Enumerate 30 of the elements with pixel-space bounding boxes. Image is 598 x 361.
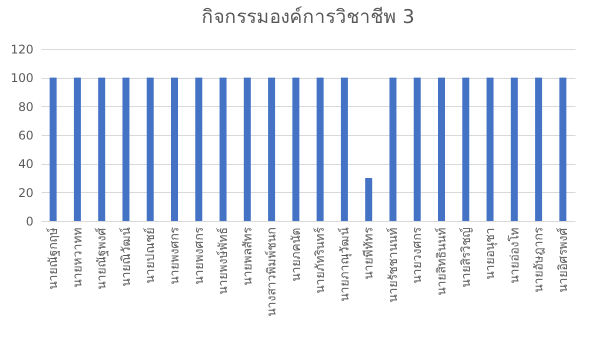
x-tick-label: นายพงษ์พัทธ์ [216, 228, 230, 294]
x-tick-label: นายณิวัฒน์ [118, 228, 133, 286]
x-tick-label: นายสิทธินนท์ [434, 228, 448, 296]
x-tick-label: นายปณชย์ [143, 228, 158, 284]
x-tick-label: นายพงศกร [192, 226, 206, 284]
x-tick-label: นายหวาทท [70, 228, 84, 288]
x-tick-label: นายอัษฎากร [532, 226, 546, 292]
x-tick-label: นายภคนัต [288, 228, 303, 282]
x-tick-label: นายสิรวิชญ์ [458, 228, 473, 288]
x-tick-label: นายภัทรินทร์ [313, 226, 328, 294]
x-tick-label: นายวงศกร [410, 226, 424, 284]
y-tick-label: 80 [18, 100, 34, 114]
x-tick-label: นายพีทัทร [362, 226, 376, 280]
y-tick-label: 20 [18, 186, 34, 200]
x-tick-label: นายณัฐกฤษ์ [46, 228, 60, 290]
x-tick-label: นายณัฐพงศ์ [94, 228, 109, 290]
y-tick-label: 120 [10, 42, 34, 56]
x-tick-label: นายพลสัทร [240, 226, 254, 286]
y-tick-label: 100 [10, 71, 34, 86]
x-tick-label: นายอิศรพงศ์ [556, 228, 570, 292]
x-tick-label: นายอนุชา [483, 228, 498, 280]
x-tick-label: นายภาณุวัฒน์ [337, 228, 352, 302]
y-tick-label: 60 [18, 128, 34, 142]
x-tick-label: นายอ่องโท [507, 228, 522, 284]
y-tick-label: 40 [18, 157, 34, 172]
x-tick-label: นางสาวพิมพ์ชนก [264, 228, 279, 316]
chart-title: กิจกรรมองค์การวิชาชีพ 3 [201, 6, 415, 28]
y-tick-label: 0 [26, 214, 34, 228]
x-tick-label: นายพงศกร [168, 226, 182, 284]
x-tick-label: นายรัชชานนท์ [386, 228, 400, 302]
